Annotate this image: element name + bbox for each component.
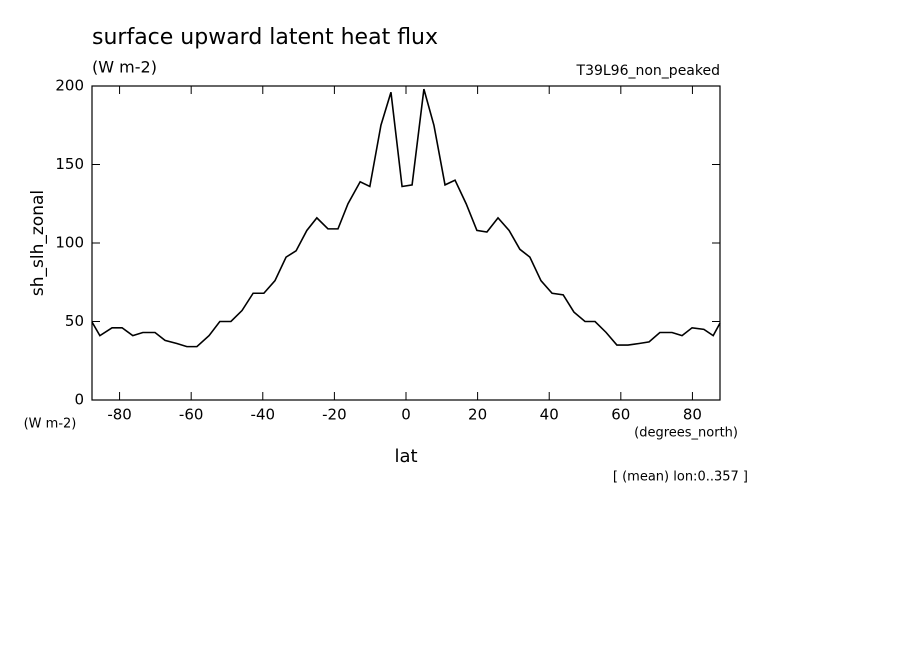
x-units: (degrees_north): [634, 426, 738, 441]
data-line: [91, 88, 721, 348]
x-tick-label: 40: [540, 406, 559, 424]
chart-title: surface upward latent heat flux: [92, 25, 438, 50]
annotation: T39L96_non_peaked: [576, 63, 720, 79]
footnote: [ (mean) lon:0..357 ]: [613, 470, 748, 485]
y-units: (W m-2): [24, 417, 77, 432]
plot-frame: [91, 85, 721, 401]
y-tick-label: 150: [55, 155, 84, 173]
x-tick-label: -20: [322, 406, 347, 424]
chart-subtitle: (W m-2): [92, 58, 157, 77]
y-tick-label: 200: [55, 77, 84, 95]
y-axis-label: sh_slh_zonal: [28, 190, 48, 296]
x-tick-label: -80: [107, 406, 132, 424]
x-tick-label: 0: [401, 406, 411, 424]
y-tick-label: 0: [74, 391, 84, 409]
y-tick-label: 50: [65, 312, 84, 330]
x-tick-label: 20: [468, 406, 487, 424]
x-axis-label: lat: [394, 446, 417, 467]
x-tick-label: 80: [683, 406, 702, 424]
x-tick-label: -40: [251, 406, 276, 424]
y-tick-label: 100: [55, 234, 84, 252]
x-tick-label: 60: [611, 406, 630, 424]
x-tick-label: -60: [179, 406, 204, 424]
